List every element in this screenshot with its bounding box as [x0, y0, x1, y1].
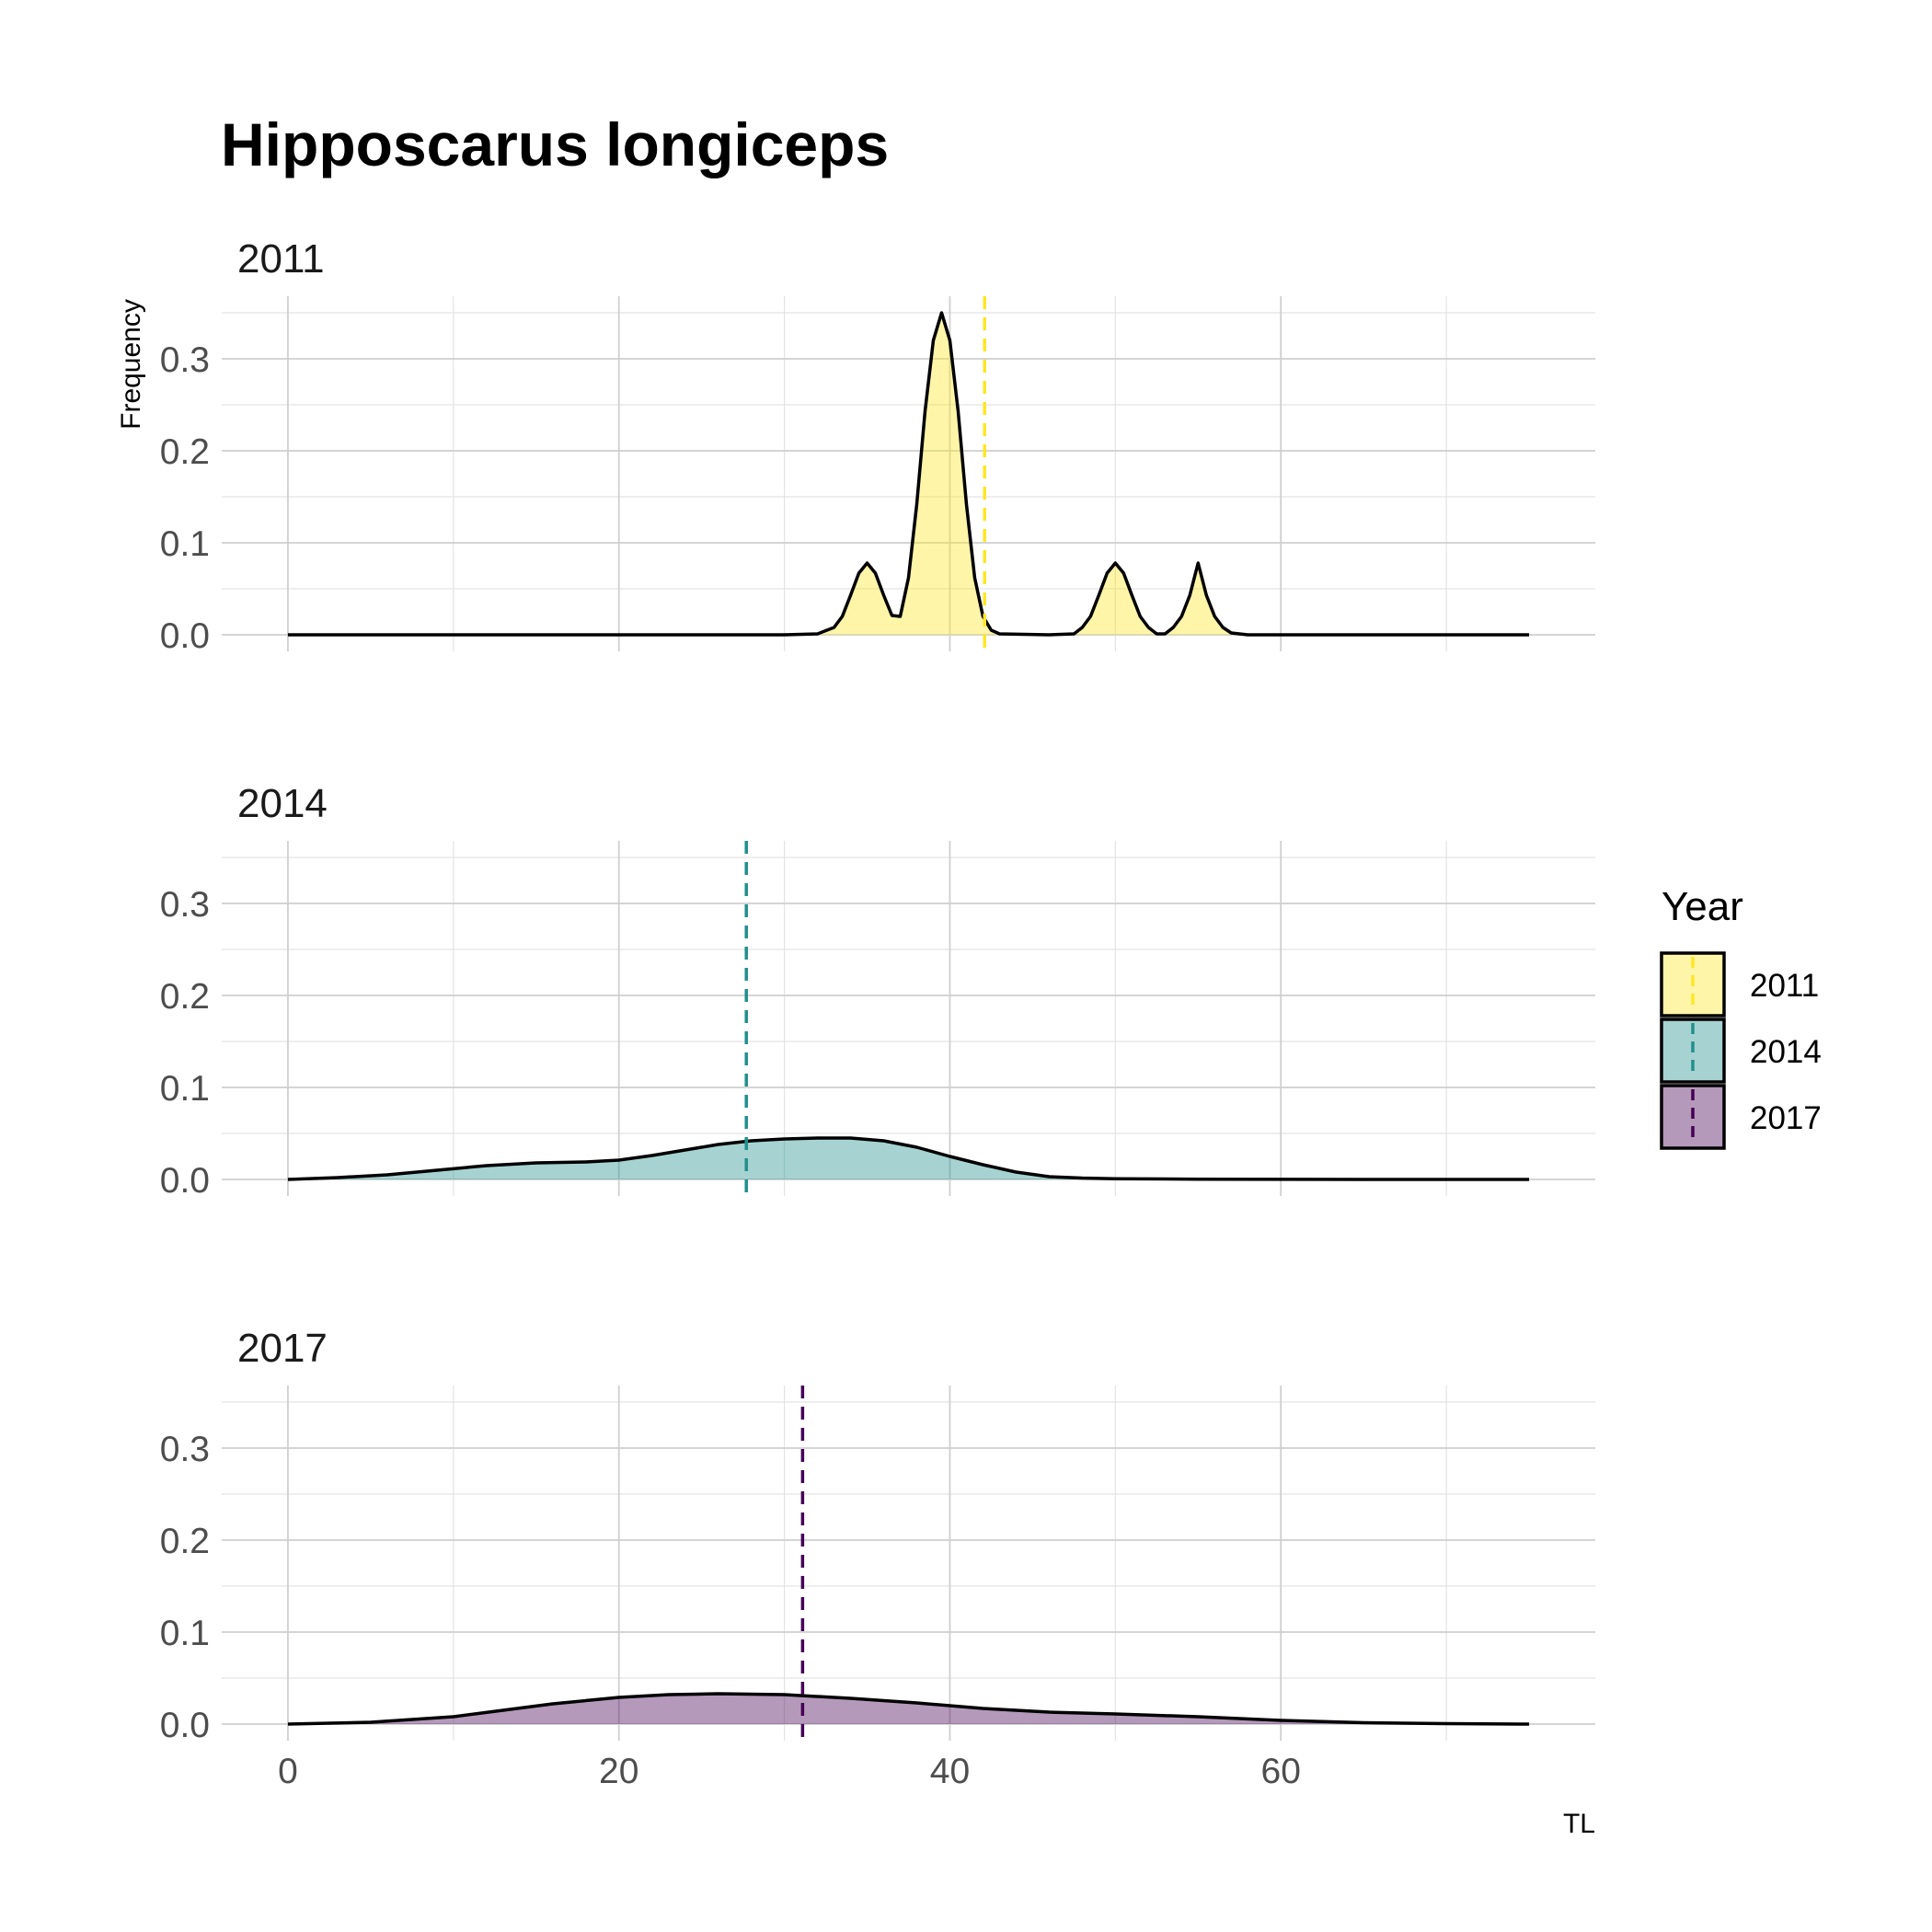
panel-2017: 2017 0.0 0.1 0.2 0.3 — [160, 1326, 1595, 1745]
x-axis-title: TL — [1563, 1809, 1595, 1839]
y-tick-label: 0.2 — [160, 1522, 210, 1561]
y-tick-label: 0.0 — [160, 1161, 210, 1201]
legend-label-2017: 2017 — [1750, 1100, 1822, 1136]
facet-label-2011: 2011 — [237, 236, 325, 282]
y-tick-label: 0.3 — [160, 1430, 210, 1469]
y-tick-label: 0.1 — [160, 1069, 210, 1109]
y-tick-label: 0.1 — [160, 524, 210, 564]
y-tick-label: 0.2 — [160, 977, 210, 1017]
x-tick-label: 20 — [599, 1752, 638, 1791]
facet-label-2017: 2017 — [237, 1326, 328, 1371]
panel-2014: 2014 0.0 0.1 0.2 0.3 — [160, 781, 1595, 1201]
y-tick-label: 0.3 — [160, 340, 210, 380]
x-tick-label: 40 — [930, 1752, 970, 1791]
density-area-2011 — [287, 313, 1530, 635]
density-line-2014 — [287, 1136, 1530, 1181]
legend-item-2014: 2014 — [1660, 1018, 1822, 1084]
legend-item-2011: 2011 — [1660, 951, 1819, 1018]
density-line-2011 — [287, 311, 1530, 637]
y-axis-title: Frequency — [116, 299, 146, 430]
density-line-2017 — [287, 1692, 1530, 1726]
density-area-2017 — [287, 1694, 1530, 1724]
panel-2011: 2011 0.0 0.1 0.2 0.3 — [160, 236, 1595, 656]
legend-item-2017: 2017 — [1660, 1084, 1822, 1150]
legend: Year 2011 2014 2017 — [1660, 884, 1822, 1150]
density-area-2014 — [287, 1138, 1530, 1179]
x-tick-label: 60 — [1261, 1752, 1301, 1791]
y-tick-label: 0.1 — [160, 1614, 210, 1653]
facet-panels: 2011 0.0 0.1 0.2 0.3 2014 0.0 0.1 0.2 0.3 2017 0.0 0… — [160, 236, 1595, 1791]
chart-title: Hipposcarus longiceps — [221, 110, 889, 178]
legend-title: Year — [1662, 884, 1743, 929]
x-axis: 0 20 40 60 — [278, 1752, 1301, 1791]
facet-label-2014: 2014 — [237, 781, 328, 826]
x-tick-label: 0 — [278, 1752, 298, 1791]
legend-label-2014: 2014 — [1750, 1034, 1822, 1070]
y-tick-label: 0.0 — [160, 616, 210, 656]
y-tick-label: 0.0 — [160, 1706, 210, 1745]
y-tick-label: 0.3 — [160, 885, 210, 925]
y-tick-label: 0.2 — [160, 432, 210, 472]
legend-label-2011: 2011 — [1750, 968, 1819, 1004]
